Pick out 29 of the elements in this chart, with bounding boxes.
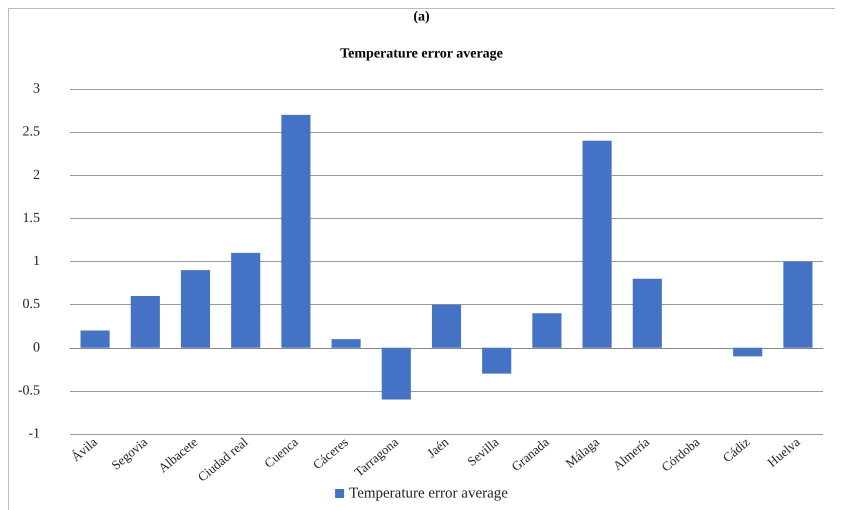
x-tick-label: Ávila xyxy=(68,434,100,464)
y-tick-label: 3 xyxy=(33,82,40,96)
text: (a) xyxy=(413,10,430,24)
x-tick-label: Cádiz xyxy=(720,434,753,466)
chart-title: Temperature error average xyxy=(340,46,503,62)
bar xyxy=(482,348,512,374)
bar xyxy=(281,114,310,348)
bar xyxy=(582,140,612,348)
bar xyxy=(231,252,260,348)
bar xyxy=(783,262,812,348)
y-tick-label: -0.5 xyxy=(18,383,40,398)
y-tick-label: 0.5 xyxy=(22,297,40,312)
bar xyxy=(733,348,762,356)
bar xyxy=(432,304,462,348)
legend-label: Temperature error average xyxy=(349,486,508,502)
bar xyxy=(130,296,160,348)
y-tick-label: 0 xyxy=(33,340,40,356)
y-tick-label: 2 xyxy=(33,168,40,183)
y-tick-label: 2.5 xyxy=(22,124,40,140)
y-tick-label: -1 xyxy=(28,426,40,442)
x-tick-label: Jaén xyxy=(424,434,452,461)
bar xyxy=(80,330,110,348)
bar xyxy=(382,348,411,400)
bar xyxy=(180,270,210,348)
y-tick-label: 1 xyxy=(33,254,40,269)
y-tick-label: 1.5 xyxy=(22,210,40,226)
bar xyxy=(632,278,662,348)
bar xyxy=(532,313,562,348)
bar xyxy=(332,339,361,348)
